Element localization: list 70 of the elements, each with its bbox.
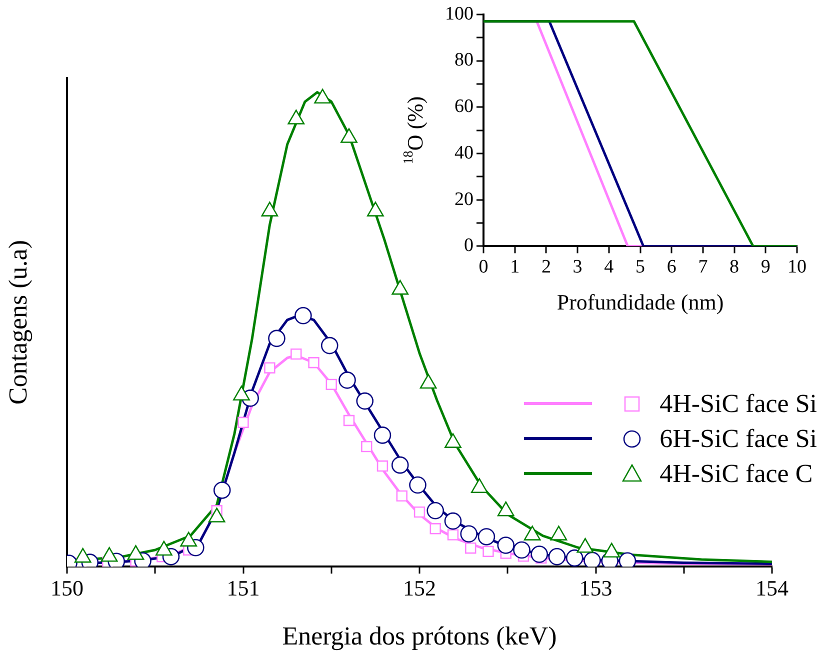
x-tick-label: 153 [579,576,612,601]
point [374,426,392,444]
x-tick-label: 4 [604,256,614,278]
point [294,307,312,324]
point [414,506,426,518]
point [261,202,278,216]
x-tick-label: 9 [760,256,770,278]
x-tick-label: 8 [730,256,740,278]
point [618,552,636,567]
point [308,357,320,368]
point [391,456,409,474]
x-tick-label: 150 [50,576,84,601]
x-tick-label: 6 [666,256,676,278]
x-tick-label: 1 [510,256,520,278]
point [238,416,249,428]
y-tick-label: 40 [454,142,474,164]
point [338,372,356,389]
point [356,392,374,410]
point [566,549,584,567]
point [409,476,426,494]
x-axis-title: Energia dos prótons (keV) [282,621,557,650]
point [366,202,384,216]
y-tick-label: 80 [454,50,474,71]
point [548,548,566,566]
x-tick-label: 5 [636,256,645,278]
x-tick-label: 151 [226,576,260,601]
point [320,336,338,354]
point [392,280,409,295]
legend-label: 4H-SiC face C [660,458,813,490]
x-axis-title: Profundidade (nm) [556,289,724,314]
y-tick-label: 60 [454,96,474,118]
point [340,128,358,143]
point [268,330,286,348]
x-tick-label: 2 [541,256,551,278]
point [465,542,476,554]
point [460,525,478,543]
point [288,110,305,124]
point [376,460,388,472]
point [482,546,494,558]
point [343,414,355,426]
point [478,528,496,546]
x-tick-label: 7 [698,256,708,278]
legend-label: 4H-SiC face Si [660,388,817,420]
point [584,552,601,567]
y-tick-label: 100 [445,3,474,24]
point [426,502,444,520]
y-axis-title: Contagens (u.a) [3,240,32,405]
point [290,348,302,360]
point [213,482,231,499]
y-tick-label: 0 [464,235,474,256]
point [361,440,372,452]
x-tick-label: 154 [756,576,788,601]
point [396,490,408,502]
x-tick-label: 152 [403,576,436,601]
point [314,88,332,104]
point [447,529,459,540]
y-axis-title: 18O (%) [400,96,428,164]
point [233,386,250,401]
point [264,362,276,374]
point [530,546,548,563]
point [513,541,530,559]
point [430,523,441,534]
point [444,512,462,530]
y-tick-label: 20 [454,188,474,210]
point [497,536,515,554]
legend-label: 6H-SiC face Si [660,423,817,455]
x-tick-label: 10 [788,256,806,278]
point [326,378,337,390]
x-tick-label: 3 [572,256,582,278]
x-tick-label: 0 [478,256,488,278]
